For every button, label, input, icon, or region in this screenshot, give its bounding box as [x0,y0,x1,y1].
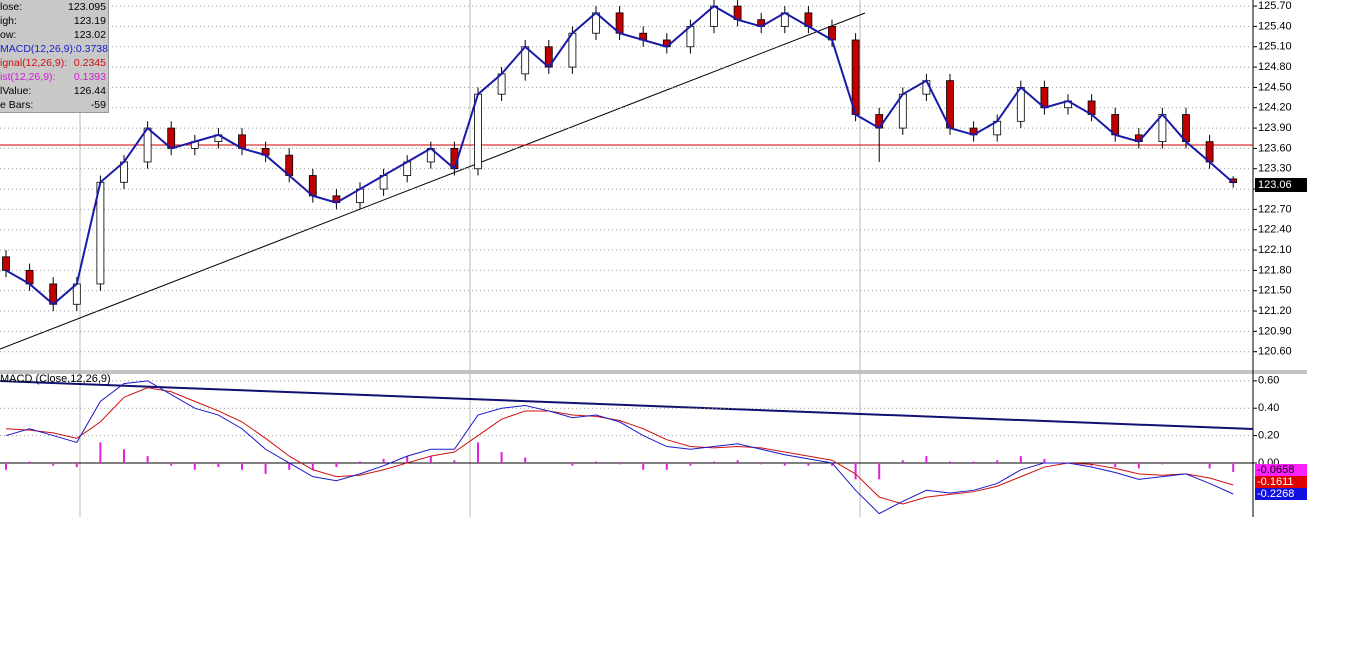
y-tick-label: 122.10 [1258,244,1292,256]
y-tick-label: 125.10 [1258,41,1292,53]
info-label: ist(12,26,9): [0,71,56,83]
y-tick-label: 123.60 [1258,142,1292,154]
info-label: lose: [0,1,23,13]
y-tick-label: 0.40 [1258,402,1279,414]
y-tick-label: 121.20 [1258,305,1292,317]
y-tick-label: 120.90 [1258,325,1292,337]
info-row: lValue: 126.44 [0,84,106,98]
value-badge [1255,464,1307,476]
value-badge-label: -0.0658 [1257,464,1294,476]
candle-body [851,39,860,115]
y-tick-label: 122.40 [1258,224,1292,236]
info-value: 0.1393 [73,71,106,83]
grid [0,5,1253,464]
price-badge [1255,178,1307,192]
macd-title: MACD (Close,12,26,9) [0,373,111,385]
y-tick-label: 124.50 [1258,81,1292,93]
info-row: e Bars: -59 [0,98,106,112]
macd-line [5,380,1234,515]
y-tick-label: 122.70 [1258,203,1292,215]
macd-line [5,387,1234,505]
trend-line [0,12,866,350]
y-tick-label: 125.70 [1258,0,1292,12]
info-label: ignal(12,26,9): [0,57,68,69]
y-tick-label: 124.20 [1258,102,1292,114]
y-tick-label: 125.40 [1258,20,1292,32]
value-badge [1255,488,1307,500]
info-label: igh: [0,15,17,27]
info-value: 126.44 [73,85,106,97]
info-value: 0.2345 [73,57,106,69]
y-tick-label: 0.20 [1258,429,1279,441]
y-tick-label: 121.80 [1258,264,1292,276]
candle-body [2,256,10,271]
macd-trend-line [0,380,1254,430]
info-value: -59 [90,99,106,111]
value-badge-label: -0.1611 [1257,476,1294,488]
y-tick-label: 123.30 [1258,163,1292,175]
y-tick-label: 121.50 [1258,285,1292,297]
info-row: ist(12,26,9): 0.1393 [0,70,106,84]
y-tick-label: 123.90 [1258,122,1292,134]
candle-body [96,181,105,285]
info-row: MACD(12,26,9): 0.3738 [0,42,108,56]
info-label: ow: [0,29,17,41]
marks [0,0,1253,515]
value-badge-label: -0.2268 [1257,488,1294,500]
info-row: igh: 123.19 [0,14,106,28]
value-badge [1255,476,1307,488]
info-value: 0.3738 [75,43,108,55]
info-value: 123.095 [68,1,106,13]
info-value: 123.02 [73,29,106,41]
info-row: lose: 123.095 [0,0,106,14]
price-badge-label: 123.06 [1258,179,1292,191]
candle-body [474,93,482,170]
info-row: ow: 123.02 [0,28,106,42]
info-row: ignal(12,26,9): 0.2345 [0,56,106,70]
y-tick-label: 120.60 [1258,346,1292,358]
info-box: lose: 123.095 igh: 123.19 ow: 123.02 MACD(12,2… [0,0,109,113]
info-label: lValue: [0,85,32,97]
y-tick-label: 0.60 [1258,375,1279,387]
close-line [5,4,1234,306]
info-label: e Bars: [0,99,34,111]
info-label: MACD(12,26,9): [0,43,76,55]
info-value: 123.19 [73,15,106,27]
y-tick-label: 124.80 [1258,61,1292,73]
